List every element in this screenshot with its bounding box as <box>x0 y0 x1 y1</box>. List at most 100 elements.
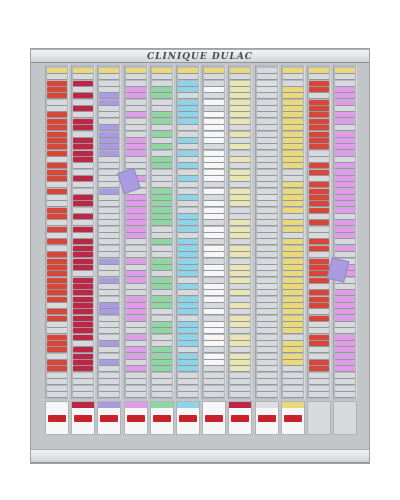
card-slot[interactable] <box>256 239 277 245</box>
card-slot[interactable] <box>335 131 356 137</box>
card-slot[interactable] <box>309 277 329 283</box>
card-slot[interactable] <box>73 334 94 340</box>
card-slot[interactable] <box>47 290 67 296</box>
card-slot[interactable] <box>178 87 198 93</box>
card-slot[interactable] <box>256 334 277 340</box>
card-slot[interactable] <box>309 233 329 239</box>
card-slot[interactable] <box>151 182 172 188</box>
card-slot[interactable] <box>309 118 329 124</box>
card-slot[interactable] <box>256 201 277 207</box>
card-slot[interactable] <box>230 353 251 359</box>
card-slot[interactable] <box>47 277 67 283</box>
card-slot[interactable] <box>151 315 172 321</box>
card-slot[interactable] <box>282 163 303 169</box>
card-slot[interactable] <box>309 245 329 251</box>
card-slot[interactable] <box>151 93 172 99</box>
card-slot[interactable] <box>73 125 94 131</box>
card-slot[interactable] <box>282 99 303 105</box>
card-slot[interactable] <box>335 391 356 397</box>
card-slot[interactable] <box>151 163 172 169</box>
card-slot[interactable] <box>73 80 94 86</box>
card-slot[interactable] <box>309 87 329 93</box>
card-slot[interactable] <box>125 360 146 366</box>
card-slot[interactable] <box>230 360 251 366</box>
card-slot[interactable] <box>73 99 94 105</box>
card-slot[interactable] <box>230 169 251 175</box>
card-slot[interactable] <box>47 118 67 124</box>
card-slot[interactable] <box>335 214 356 220</box>
card-slot[interactable] <box>125 137 146 143</box>
card-slot[interactable] <box>335 341 356 347</box>
card-slot[interactable] <box>204 87 225 93</box>
card-slot[interactable] <box>230 182 251 188</box>
card-slot[interactable] <box>230 144 251 150</box>
card-slot[interactable] <box>125 372 146 378</box>
card-slot[interactable] <box>73 188 94 194</box>
card-slot[interactable] <box>99 188 120 194</box>
card-slot[interactable] <box>73 366 94 372</box>
card-slot[interactable] <box>282 144 303 150</box>
card-slot[interactable] <box>230 150 251 156</box>
card-slot[interactable] <box>178 353 198 359</box>
card-slot[interactable] <box>151 264 172 270</box>
card-slot[interactable] <box>230 302 251 308</box>
card-slot[interactable] <box>256 264 277 270</box>
card-slot[interactable] <box>204 137 225 143</box>
card-slot[interactable] <box>309 150 329 156</box>
card-slot[interactable] <box>204 283 225 289</box>
card-slot[interactable] <box>47 385 67 391</box>
card-slot[interactable] <box>99 271 120 277</box>
card-slot[interactable] <box>73 271 94 277</box>
card-slot[interactable] <box>99 201 120 207</box>
card-slot[interactable] <box>151 245 172 251</box>
card-slot[interactable] <box>230 328 251 334</box>
card-slot[interactable] <box>204 226 225 232</box>
card-slot[interactable] <box>99 258 120 264</box>
card-slot[interactable] <box>256 347 277 353</box>
card-slot[interactable] <box>73 93 94 99</box>
card-slot[interactable] <box>73 385 94 391</box>
card-slot[interactable] <box>282 182 303 188</box>
card-slot[interactable] <box>256 156 277 162</box>
card-slot[interactable] <box>256 271 277 277</box>
card-slot[interactable] <box>151 214 172 220</box>
card-slot[interactable] <box>204 220 225 226</box>
card-slot[interactable] <box>47 302 67 308</box>
card-slot[interactable] <box>282 74 303 80</box>
card-slot[interactable] <box>335 252 356 258</box>
card-slot[interactable] <box>256 360 277 366</box>
card-slot[interactable] <box>230 290 251 296</box>
card-slot[interactable] <box>282 220 303 226</box>
card-slot[interactable] <box>73 290 94 296</box>
card-slot[interactable] <box>99 163 120 169</box>
card-slot[interactable] <box>309 195 329 200</box>
card-slot[interactable] <box>99 93 120 99</box>
card-slot[interactable] <box>73 163 94 169</box>
card-slot[interactable] <box>99 360 120 366</box>
card-slot[interactable] <box>335 156 356 162</box>
card-tray[interactable] <box>97 401 122 435</box>
card-slot[interactable] <box>309 347 329 353</box>
card-slot[interactable] <box>335 296 356 302</box>
card-slot[interactable] <box>282 137 303 143</box>
card-slot[interactable] <box>151 353 172 359</box>
card-slot[interactable] <box>178 68 198 73</box>
card-slot[interactable] <box>204 106 225 112</box>
card-slot[interactable] <box>204 360 225 366</box>
card-slot[interactable] <box>230 195 251 200</box>
card-slot[interactable] <box>256 214 277 220</box>
card-slot[interactable] <box>47 252 67 258</box>
card-slot[interactable] <box>256 366 277 372</box>
card-slot[interactable] <box>204 131 225 137</box>
card-slot[interactable] <box>47 112 67 118</box>
card-slot[interactable] <box>335 309 356 315</box>
card-slot[interactable] <box>47 264 67 270</box>
card-slot[interactable] <box>178 74 198 80</box>
card-slot[interactable] <box>230 99 251 105</box>
card-slot[interactable] <box>204 169 225 175</box>
card-slot[interactable] <box>256 245 277 251</box>
card-slot[interactable] <box>309 156 329 162</box>
card-slot[interactable] <box>125 125 146 131</box>
card-slot[interactable] <box>99 252 120 258</box>
card-slot[interactable] <box>335 74 356 80</box>
